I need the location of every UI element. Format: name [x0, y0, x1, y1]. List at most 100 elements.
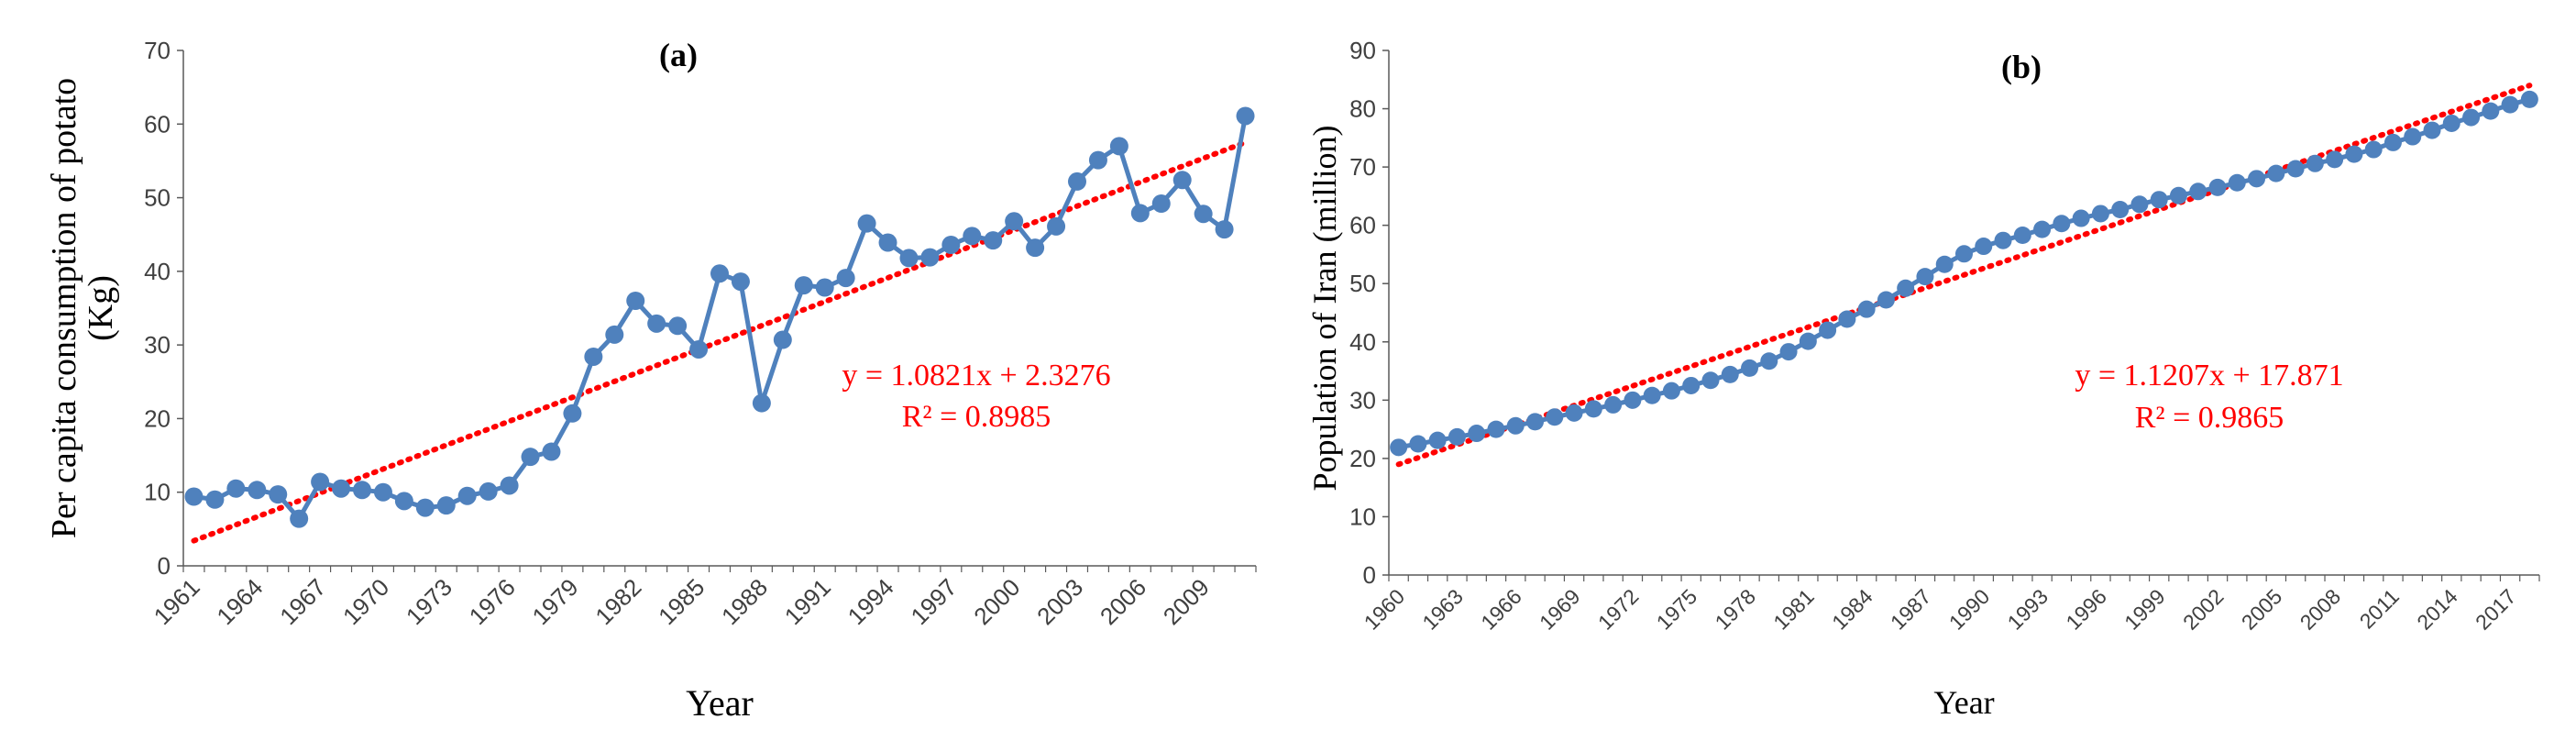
data-point [248, 481, 267, 500]
x-tick-label: 1982 [589, 573, 646, 630]
series-line [193, 116, 1248, 522]
data-point [2072, 209, 2090, 227]
x-tick-label: 1991 [779, 573, 836, 630]
y-tick-label: 30 [1349, 386, 1376, 414]
data-point [2520, 90, 2538, 108]
x-tick-label: 2000 [968, 573, 1025, 630]
data-point [1643, 386, 1661, 404]
chart-panel-a: 0 10 20 30 40 50 60 70 1961 1964 1967 1970 1973 1976 1… [45, 37, 1257, 724]
x-tick-label: 1976 [464, 573, 521, 630]
data-point [857, 214, 876, 233]
data-point [415, 498, 435, 517]
data-point [1236, 106, 1255, 126]
x-tick-label: 1985 [653, 573, 710, 630]
data-point [1194, 205, 1213, 224]
x-tick-label: 1996 [2061, 584, 2111, 635]
x-tick-label: 1984 [1827, 584, 1877, 635]
x-tick-label: 1963 [1417, 584, 1468, 635]
x-tick-label: 2003 [1031, 573, 1088, 630]
x-tick-label: 1997 [905, 573, 962, 630]
data-point [1955, 245, 1973, 263]
data-point [878, 233, 897, 252]
data-point [394, 492, 413, 511]
data-point [2169, 186, 2187, 205]
trendline-r-squared: R² = 0.8985 [902, 400, 1051, 434]
y-tick-label: 10 [1349, 503, 1376, 530]
data-point [521, 448, 540, 467]
data-point [2482, 102, 2500, 120]
y-tick-label: 0 [158, 552, 171, 580]
x-tick-label: 1994 [842, 573, 899, 630]
x-tick-label: 1993 [2003, 584, 2053, 635]
x-tick-label: 1978 [1710, 584, 1760, 635]
x-tick-label: 2017 [2471, 584, 2521, 635]
x-axis-label: Year [686, 682, 754, 724]
y-tick-label: 20 [144, 404, 171, 432]
data-point [1916, 268, 1934, 286]
data-point [2248, 170, 2266, 188]
data-point [1662, 382, 1680, 400]
x-tick-label: 2011 [2355, 584, 2404, 633]
y-tick-label: 10 [144, 479, 171, 506]
y-axis-label: Population of Iran (million) [1306, 126, 1343, 492]
data-point [1897, 279, 1915, 297]
x-axis-label: Year [1933, 684, 1994, 721]
data-point [794, 276, 813, 295]
data-point [1838, 310, 1856, 328]
data-point [2189, 182, 2207, 201]
x-tick-label: 1987 [1886, 584, 1936, 635]
data-point [1584, 400, 1602, 418]
x-tick-label: 1960 [1360, 584, 1410, 635]
data-point [1546, 408, 1564, 426]
data-point [1994, 231, 2012, 249]
data-point [1701, 371, 1720, 390]
data-point [479, 481, 498, 501]
data-point [290, 509, 309, 528]
trendline-equation: y = 1.1207x + 17.871 [2075, 359, 2343, 393]
data-point [2053, 215, 2071, 233]
data-point [542, 442, 561, 461]
y-tick-label: 0 [1363, 561, 1376, 589]
x-tick-label: 2005 [2237, 584, 2287, 635]
x-tick-label: 2006 [1095, 573, 1151, 630]
y-tick-label: 50 [144, 184, 171, 212]
data-point [2442, 114, 2460, 132]
x-tick-label: 1979 [527, 573, 584, 630]
data-point [2033, 220, 2052, 238]
data-point [731, 272, 750, 292]
data-point [1779, 343, 1798, 361]
data-point [2286, 160, 2305, 178]
data-point [332, 479, 351, 498]
data-point [1877, 291, 1895, 309]
x-tick-label: 1964 [211, 573, 268, 630]
y-tick-label: 30 [144, 331, 171, 359]
data-point [920, 248, 940, 267]
x-tick-label: 2014 [2412, 584, 2462, 635]
data-point [2462, 108, 2481, 127]
data-point [1975, 238, 1993, 256]
data-point [689, 339, 709, 359]
data-point [984, 231, 1003, 250]
data-point [963, 227, 982, 246]
data-point [373, 482, 392, 502]
data-point [668, 316, 688, 336]
x-tick-label: 1969 [1535, 584, 1585, 635]
data-point [1215, 220, 1234, 239]
data-point [773, 330, 792, 349]
data-point [2130, 195, 2149, 214]
data-point [2013, 226, 2031, 244]
x-tick-label: 1970 [337, 573, 394, 630]
trendline [1395, 83, 2533, 468]
data-point [752, 393, 771, 413]
x-tick-label: 1966 [1476, 584, 1526, 635]
x-tick-label: 2002 [2178, 584, 2229, 635]
data-point [1604, 395, 1623, 414]
data-point [2111, 201, 2130, 219]
x-tick-label: 1967 [274, 573, 331, 630]
x-tick-label: 1990 [1944, 584, 1995, 635]
data-point [205, 490, 225, 509]
x-tick-label: 1988 [716, 573, 773, 630]
x-tick-label: 1961 [149, 573, 205, 630]
y-tick-label: 60 [144, 110, 171, 138]
